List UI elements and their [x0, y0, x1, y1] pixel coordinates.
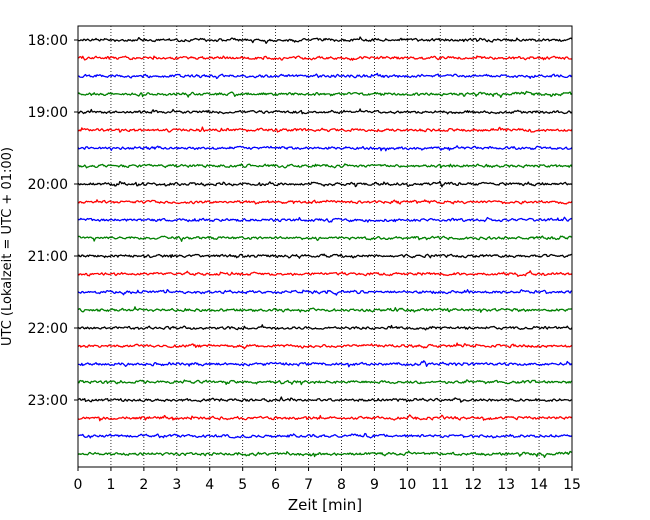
trace-20-45 — [77, 235, 573, 242]
x-tick-label: 8 — [337, 477, 346, 493]
x-tick-label: 12 — [464, 477, 482, 493]
x-tick-label: 1 — [106, 477, 115, 493]
trace-23-00 — [77, 396, 573, 403]
x-tick-label: 3 — [172, 477, 181, 493]
y-tick-label: 21:00 — [28, 249, 68, 265]
trace-19-30 — [77, 145, 573, 152]
y-tick-label: 18:00 — [28, 33, 68, 49]
x-tick-label: 10 — [398, 477, 416, 493]
trace-19-45 — [77, 163, 573, 169]
trace-23-15 — [77, 414, 573, 422]
trace-18-45 — [77, 90, 573, 98]
trace-21-15 — [77, 270, 573, 277]
trace-22-45 — [77, 379, 573, 386]
trace-22-00 — [77, 324, 573, 331]
x-tick-label: 14 — [530, 477, 548, 493]
trace-18-30 — [77, 72, 573, 80]
x-tick-label: 5 — [238, 477, 247, 493]
trace-18-00 — [77, 36, 573, 44]
y-tick-label: 20:00 — [28, 177, 68, 193]
x-tick-label: 2 — [139, 477, 148, 493]
trace-19-15 — [77, 126, 573, 133]
trace-23-45 — [77, 450, 573, 458]
y-axis-ticks: 18:00 19:00 20:00 21:00 22:00 23:00 — [28, 33, 78, 409]
trace-series — [77, 36, 573, 458]
trace-20-00 — [77, 180, 573, 188]
x-axis-ticks: 0 1 2 3 4 5 6 7 8 9 10 11 12 13 14 15 — [74, 467, 581, 493]
y-tick-label: 22:00 — [28, 321, 68, 337]
trace-21-30 — [77, 289, 573, 296]
trace-21-45 — [77, 306, 573, 313]
x-tick-label: 11 — [431, 477, 449, 493]
x-tick-label: 13 — [497, 477, 515, 493]
x-tick-label: 9 — [370, 477, 379, 493]
y-axis-label: UTC (Lokalzeit = UTC + 01:00) — [0, 147, 15, 346]
trace-20-30 — [77, 216, 573, 223]
x-tick-label: 15 — [563, 477, 581, 493]
y-tick-label: 19:00 — [28, 105, 68, 121]
trace-21-00 — [77, 253, 573, 259]
x-tick-label: 4 — [205, 477, 214, 493]
y-tick-label: 23:00 — [28, 393, 68, 409]
x-tick-label: 0 — [74, 477, 83, 493]
x-tick-label: 7 — [304, 477, 313, 493]
trace-22-30 — [77, 360, 573, 368]
trace-20-15 — [77, 199, 573, 205]
trace-22-15 — [77, 342, 573, 350]
trace-19-00 — [77, 108, 573, 115]
plot-frame — [77, 25, 573, 468]
trace-18-15 — [77, 55, 573, 61]
trace-23-30 — [77, 432, 573, 439]
x-tick-label: 6 — [271, 477, 280, 493]
x-axis-label: Zeit [min] — [288, 496, 362, 514]
